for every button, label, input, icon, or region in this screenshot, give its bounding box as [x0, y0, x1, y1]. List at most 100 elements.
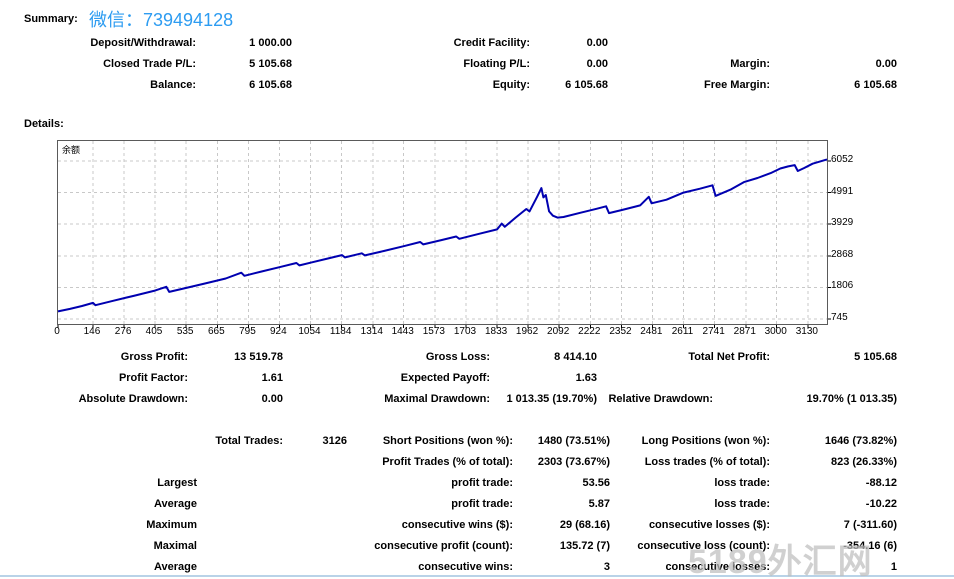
stat-value: 7 (-311.60) [843, 519, 897, 531]
x-axis-label: 1703 [453, 326, 477, 337]
stat-label: Loss trades (% of total): [644, 456, 770, 468]
stat-label: Margin: [730, 58, 770, 70]
x-axis-label: 535 [176, 326, 194, 337]
x-axis-label: 2092 [547, 326, 570, 337]
stat-label: Expected Payoff: [400, 372, 490, 384]
stat-label: Relative Drawdown: [608, 393, 713, 405]
x-axis-label: 1962 [515, 326, 539, 337]
stat-label: Gross Profit: [120, 351, 188, 363]
y-axis-label: 745 [831, 311, 848, 323]
x-axis-label: 2222 [578, 326, 601, 337]
stat-value: 6 105.68 [249, 79, 292, 91]
y-axis-label: 2868 [831, 248, 854, 260]
stat-value: 1.63 [575, 372, 597, 384]
stat-label: consecutive wins: [418, 561, 513, 573]
stat-label: consecutive losses: [665, 561, 770, 573]
x-axis-label: 1573 [422, 326, 445, 337]
x-axis-label: 405 [145, 326, 163, 337]
stats-row: Absolute Drawdown: 0.00 Maximal Drawdown: 1… [0, 389, 954, 410]
y-axis-label: 4991 [831, 185, 854, 197]
balance-chart: 余额 [57, 140, 831, 328]
x-axis-label: 2611 [671, 326, 694, 337]
stat-value: 1 [890, 561, 897, 573]
stat-label: Total Trades: [215, 435, 283, 447]
stat-label: Closed Trade P/L: [103, 58, 196, 70]
x-axis-label: 1184 [329, 326, 352, 337]
stat-value: 0.00 [586, 37, 608, 49]
stat-value: 1 000.00 [249, 37, 292, 49]
stat-value: -88.12 [865, 477, 897, 489]
stat-value: -354.16 (6) [843, 540, 897, 552]
x-axis-label: 924 [270, 326, 287, 337]
summary-row: Balance: 6 105.68 Equity: 6 105.68 Free Marg… [0, 75, 954, 96]
stats-row: Gross Profit: 13 519.78 Gross Loss: 8 414.1… [0, 347, 954, 368]
bottom-divider-line [0, 575, 954, 577]
stat-label: Profit Factor: [118, 372, 188, 384]
x-axis-label: 1443 [391, 326, 414, 337]
stat-label: Maximal Drawdown: [384, 393, 490, 405]
stat-label: loss trade: [714, 498, 770, 510]
x-axis-label: 3000 [764, 326, 787, 337]
stat-label: Average [153, 561, 197, 573]
stat-value: 53.56 [582, 477, 610, 489]
trade-row: Average consecutive wins: 3 consecutive los… [0, 557, 954, 578]
stat-value: 1.61 [261, 372, 283, 384]
stat-label: profit trade: [451, 498, 513, 510]
stat-label: Maximal [153, 540, 197, 552]
trade-row: Average profit trade: 5.87 loss trade: -10.2… [0, 494, 954, 515]
x-axis-label: 146 [83, 326, 101, 337]
stat-label: Free Margin: [703, 79, 770, 91]
trade-row: Profit Trades (% of total): 2303 (73.67%)… [0, 452, 954, 473]
stat-label: consecutive losses ($): [648, 519, 770, 531]
stat-value: 6 105.68 [565, 79, 608, 91]
stat-value: 5.87 [588, 498, 610, 510]
y-axis-label: 6052 [831, 153, 854, 165]
trade-row: Total Trades: 3126 Short Positions (won %)… [0, 431, 954, 452]
stat-value: 6 105.68 [854, 79, 897, 91]
stat-value: 2303 (73.67%) [537, 456, 610, 468]
stat-value: 13 519.78 [234, 351, 283, 363]
details-section-title: Details: [24, 118, 64, 130]
stat-value: 3126 [322, 435, 347, 447]
stat-value: 29 (68.16) [559, 519, 610, 531]
x-axis-label: 2741 [702, 326, 725, 337]
stat-label: Floating P/L: [463, 58, 530, 70]
stat-label: loss trade: [714, 477, 770, 489]
x-axis-label: 1314 [360, 326, 383, 337]
stat-label: Balance: [150, 79, 196, 91]
balance-curve-svg [57, 141, 831, 328]
stat-label: consecutive wins ($): [401, 519, 513, 531]
stat-label: Short Positions (won %): [382, 435, 513, 447]
stat-value: 1480 (73.51%) [537, 435, 610, 447]
stat-value: 5 105.68 [249, 58, 292, 70]
stat-label: Equity: [492, 79, 530, 91]
summary-row: Deposit/Withdrawal: 1 000.00 Credit Facili… [0, 33, 954, 54]
y-axis-label: 3929 [831, 217, 854, 229]
stat-value: 19.70% (1 013.35) [806, 393, 897, 405]
stat-label: Largest [157, 477, 197, 489]
stat-value: 8 414.10 [554, 351, 597, 363]
x-axis-label: 795 [239, 326, 256, 337]
stat-label: Credit Facility: [453, 37, 530, 49]
stat-label: profit trade: [451, 477, 513, 489]
stat-label: Average [153, 498, 197, 510]
stat-label: Absolute Drawdown: [78, 393, 188, 405]
x-axis-label: 276 [114, 326, 132, 337]
x-axis-label: 1833 [484, 326, 508, 337]
x-axis-label: 2871 [733, 326, 756, 337]
stat-label: Profit Trades (% of total): [382, 456, 513, 468]
stat-value: 823 (26.33%) [830, 456, 897, 468]
y-axis-label: 1806 [831, 280, 854, 292]
stat-value: 3 [603, 561, 610, 573]
wechat-contact-text: 微信：739494128 [89, 10, 234, 30]
summary-section-title: Summary: [24, 13, 78, 25]
balance-line [57, 158, 828, 313]
stat-label: consecutive profit (count): [374, 540, 513, 552]
stat-label: Long Positions (won %): [641, 435, 770, 447]
stat-label: Deposit/Withdrawal: [90, 37, 196, 49]
stat-value: 1 013.35 (19.70%) [506, 393, 597, 405]
site-watermark: 5189外汇网 [688, 543, 873, 579]
series-label-balance: 余额 [62, 145, 81, 155]
x-axis-label: 0 [54, 326, 60, 337]
